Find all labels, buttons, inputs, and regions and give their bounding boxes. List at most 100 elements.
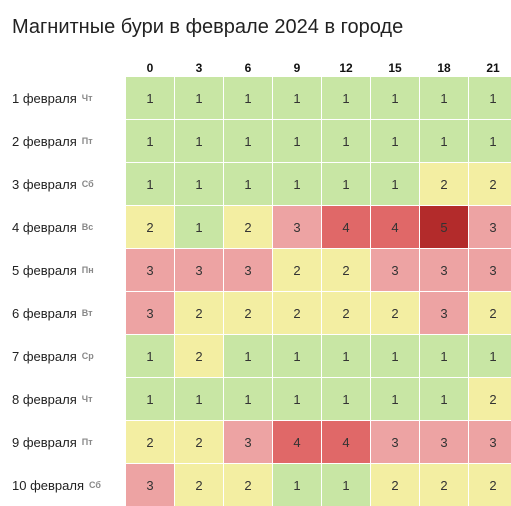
- kp-cell: 3: [420, 249, 468, 291]
- date-label: 5 февраля: [12, 262, 77, 278]
- kp-cell: 1: [469, 77, 511, 119]
- row-label: 10 февраля Сб: [0, 464, 126, 506]
- kp-cell: 1: [322, 335, 370, 377]
- weekday-label: Пт: [81, 437, 93, 447]
- table-row: 8 февраля Чт 1 1 1 1 1 1 1 2: [0, 378, 511, 420]
- kp-cell: 5: [420, 206, 468, 248]
- date-label: 7 февраля: [12, 348, 77, 364]
- kp-cell: 1: [126, 120, 174, 162]
- kp-cell: 3: [273, 206, 321, 248]
- kp-cell: 2: [371, 464, 419, 506]
- kp-cell: 1: [126, 163, 174, 205]
- kp-cell: 1: [175, 120, 223, 162]
- date-label: 1 февраля: [12, 90, 77, 106]
- date-label: 8 февраля: [12, 391, 77, 407]
- kp-cell: 1: [420, 335, 468, 377]
- kp-cell: 2: [224, 206, 272, 248]
- kp-cell: 1: [420, 378, 468, 420]
- kp-cell: 1: [420, 120, 468, 162]
- hour-header-0: 0: [146, 61, 154, 75]
- kp-cell: 4: [322, 206, 370, 248]
- date-label: 6 февраля: [12, 305, 77, 321]
- kp-cell: 1: [322, 378, 370, 420]
- date-label: 3 февраля: [12, 176, 77, 192]
- kp-cell: 1: [126, 378, 174, 420]
- page-title: Магнитные бури в феврале 2024 в городе: [12, 16, 404, 38]
- row-label: 4 февраля Вс: [0, 206, 126, 248]
- kp-cell: 3: [126, 464, 174, 506]
- kp-cell: 2: [322, 249, 370, 291]
- kp-cell: 1: [469, 120, 511, 162]
- kp-cell: 1: [420, 77, 468, 119]
- kp-cell: 1: [322, 464, 370, 506]
- kp-cell: 1: [273, 464, 321, 506]
- date-label: 4 февраля: [12, 219, 77, 235]
- table-row: 3 февраля Сб 1 1 1 1 1 1 2 2: [0, 163, 511, 205]
- weekday-label: Ср: [81, 351, 94, 361]
- kp-cell: 2: [175, 464, 223, 506]
- kp-cell: 1: [224, 120, 272, 162]
- table-row: 6 февраля Вт 3 2 2 2 2 2 3 2: [0, 292, 511, 334]
- kp-cell: 1: [224, 378, 272, 420]
- row-label: 9 февраля Пт: [0, 421, 126, 463]
- kp-cell: 1: [175, 77, 223, 119]
- kp-cell: 1: [175, 206, 223, 248]
- hour-header-12: 12: [339, 61, 353, 75]
- kp-cell: 2: [224, 292, 272, 334]
- hour-header-15: 15: [388, 61, 402, 75]
- kp-cell: 3: [126, 292, 174, 334]
- hour-header-3: 3: [195, 61, 203, 75]
- hour-header-6: 6: [244, 61, 252, 75]
- weekday-label: Сб: [89, 480, 101, 490]
- kp-cell: 1: [273, 120, 321, 162]
- kp-cell: 1: [371, 335, 419, 377]
- kp-cell: 2: [126, 421, 174, 463]
- kp-cell: 3: [371, 249, 419, 291]
- table-row: 9 февраля Пт 2 2 3 4 4 3 3 3: [0, 421, 511, 463]
- weekday-label: Вс: [81, 222, 94, 232]
- kp-cell: 2: [273, 292, 321, 334]
- kp-cell: 2: [175, 421, 223, 463]
- kp-cell: 1: [126, 335, 174, 377]
- kp-cell: 2: [175, 335, 223, 377]
- weekday-label: Пт: [81, 136, 93, 146]
- kp-cell: 3: [224, 421, 272, 463]
- hour-header-21: 21: [486, 61, 500, 75]
- kp-cell: 1: [273, 335, 321, 377]
- hour-header-18: 18: [437, 61, 451, 75]
- weekday-label: Сб: [81, 179, 94, 189]
- kp-cell: 3: [224, 249, 272, 291]
- table-row: 4 февраля Вс 2 1 2 3 4 4 5 3: [0, 206, 511, 248]
- kp-cell: 3: [175, 249, 223, 291]
- kp-cell: 1: [126, 77, 174, 119]
- kp-cell: 3: [420, 292, 468, 334]
- kp-cell: 2: [469, 464, 511, 506]
- kp-cell: 2: [126, 206, 174, 248]
- kp-cell: 1: [322, 120, 370, 162]
- weekday-label: Чт: [81, 93, 93, 103]
- row-label: 5 февраля Пн: [0, 249, 126, 291]
- kp-cell: 1: [322, 163, 370, 205]
- kp-cell: 1: [175, 163, 223, 205]
- kp-cell: 2: [420, 464, 468, 506]
- kp-cell: 4: [322, 421, 370, 463]
- kp-cell: 2: [469, 378, 511, 420]
- row-label: 1 февраля Чт: [0, 77, 126, 119]
- kp-cell: 1: [224, 77, 272, 119]
- kp-cell: 2: [469, 292, 511, 334]
- date-label: 9 февраля: [12, 434, 77, 450]
- kp-cell: 3: [420, 421, 468, 463]
- kp-cell: 3: [469, 249, 511, 291]
- kp-cell: 2: [322, 292, 370, 334]
- kp-cell: 4: [273, 421, 321, 463]
- kp-cell: 1: [371, 77, 419, 119]
- kp-cell: 2: [224, 464, 272, 506]
- kp-cell: 3: [469, 206, 511, 248]
- kp-cell: 1: [371, 163, 419, 205]
- kp-cell: 2: [469, 163, 511, 205]
- weekday-label: Чт: [81, 394, 93, 404]
- kp-cell: 3: [126, 249, 174, 291]
- kp-cell: 1: [224, 163, 272, 205]
- table-row: 7 февраля Ср 1 2 1 1 1 1 1 1: [0, 335, 511, 377]
- kp-cell: 1: [371, 378, 419, 420]
